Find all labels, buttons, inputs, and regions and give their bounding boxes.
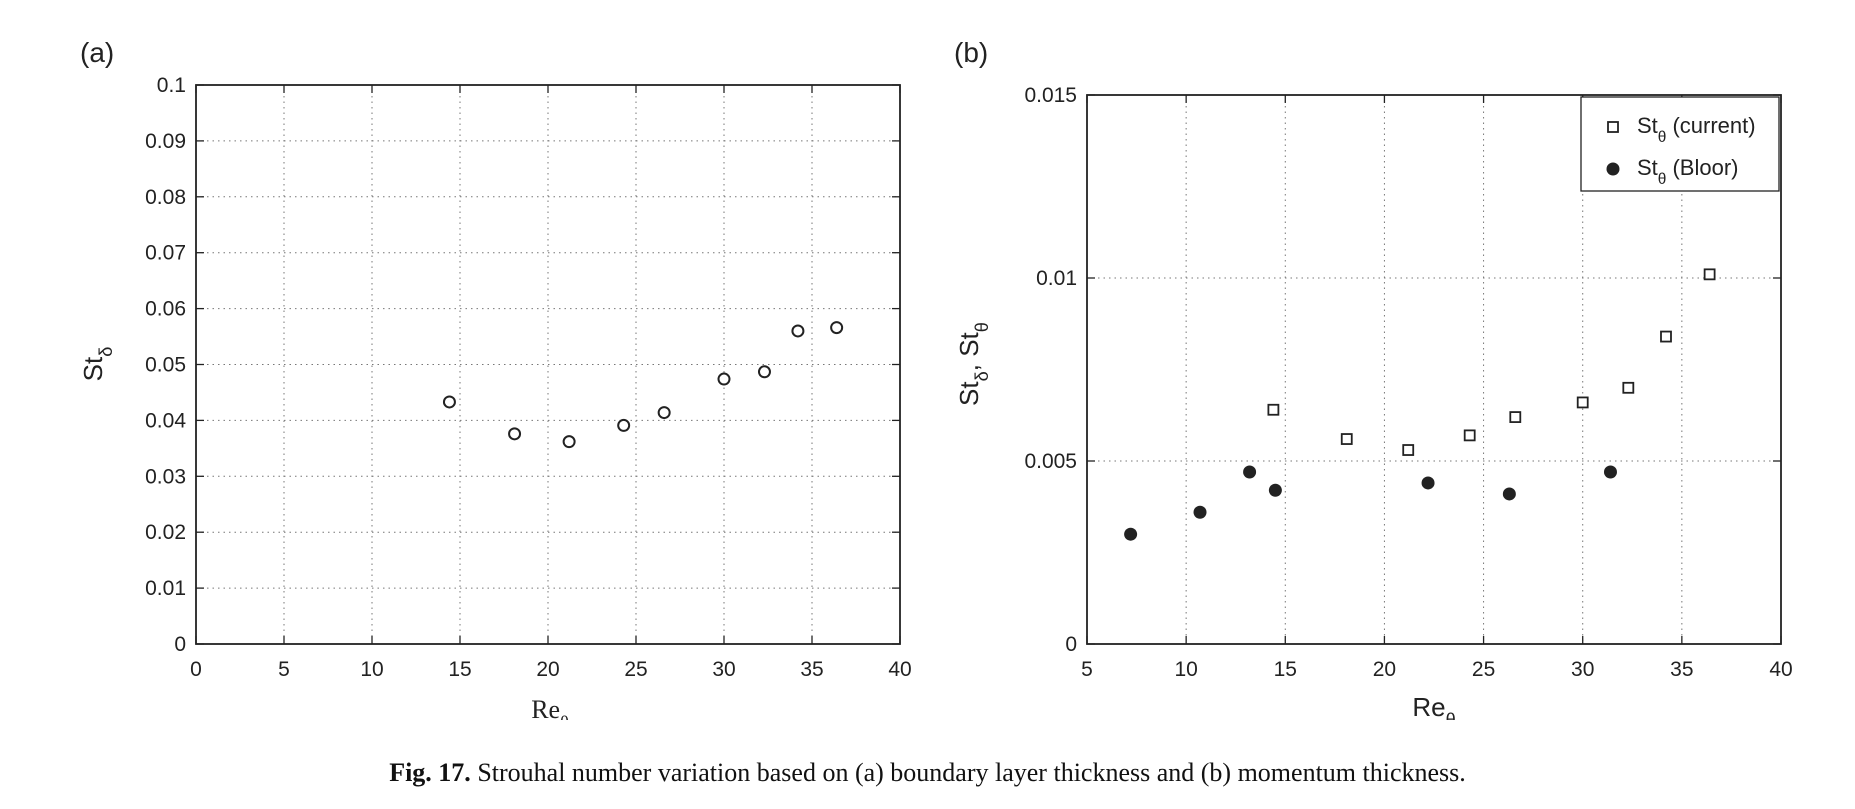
x-tick-label: 0 — [190, 658, 202, 681]
data-point — [617, 418, 631, 432]
y-tick-label: 0.06 — [145, 298, 186, 321]
y-tick-label: 0.1 — [157, 74, 186, 97]
x-tick-label: 10 — [1174, 658, 1197, 681]
y-axis-label: Stδ, Stθ — [954, 322, 992, 406]
y-tick-label: 0 — [174, 633, 186, 656]
data-point — [1268, 483, 1282, 497]
data-point — [1509, 411, 1522, 423]
data-point — [1402, 444, 1415, 456]
x-tick-label: 30 — [1571, 658, 1594, 681]
data-point — [1267, 403, 1280, 416]
data-point — [757, 365, 771, 379]
chart-panel-b: (b) 5 10 15 20 25 30 35 40 0 0.005 0.01 0.015 Reθ Stδ,… — [954, 37, 1793, 720]
x-tick-label: 20 — [1373, 658, 1396, 681]
x-tick-label: 40 — [1769, 658, 1792, 681]
y-tick-label: 0.09 — [145, 130, 186, 153]
y-tick-label: 0.005 — [1024, 450, 1077, 473]
x-tick-label: 20 — [536, 658, 559, 681]
data-point — [562, 435, 576, 449]
x-tick-label: 40 — [888, 658, 911, 681]
y-tick-label: 0.01 — [145, 577, 186, 600]
data-point — [1576, 396, 1589, 409]
x-tick-label: 25 — [624, 658, 647, 681]
data-point — [1463, 429, 1476, 442]
y-tick-label: 0 — [1065, 633, 1077, 656]
legend-entry: Stθ (current) — [1637, 113, 1756, 146]
data-point — [657, 406, 671, 420]
y-tick-label: 0.04 — [145, 409, 186, 432]
x-axis-label: Reθ — [1412, 692, 1455, 720]
panel-label: (b) — [954, 37, 988, 68]
data-point — [1502, 487, 1516, 501]
data-point — [442, 395, 456, 409]
y-tick-label: 0.07 — [145, 242, 186, 265]
y-tick-label: 0.08 — [145, 186, 186, 209]
x-tick-label: 35 — [1670, 658, 1693, 681]
data-point — [791, 324, 805, 338]
figure: (a)0 5 10 15 20 25 30 35 4000.010.020.030.040.05… — [78, 37, 1793, 720]
y-tick-label: 0.02 — [145, 521, 186, 544]
data-point — [1622, 381, 1635, 394]
data-point — [1124, 527, 1138, 541]
data-point — [1421, 476, 1435, 490]
data-point — [717, 372, 731, 386]
x-tick-label: 30 — [712, 658, 735, 681]
plot-frame — [1086, 94, 1782, 645]
y-tick-label: 0.015 — [1024, 84, 1077, 107]
caption-label: Fig. 17. — [389, 758, 471, 787]
legend-marker — [1607, 121, 1619, 133]
y-tick-label: 0.05 — [145, 354, 186, 377]
y-tick-label: 0.03 — [145, 465, 186, 488]
caption-text: Strouhal number variation based on (a) b… — [470, 758, 1466, 787]
data-point — [1193, 505, 1207, 519]
x-axis-label: Reθ — [531, 695, 569, 720]
data-point — [1340, 433, 1353, 445]
legend-marker — [1606, 162, 1620, 176]
x-tick-label: 10 — [360, 658, 383, 681]
data-point — [1660, 330, 1672, 343]
x-tick-label: 15 — [1274, 658, 1297, 681]
y-axis-label: Stδ — [78, 347, 116, 382]
x-tick-label: 25 — [1472, 658, 1495, 681]
data-point — [830, 321, 844, 335]
panel-label: (a) — [80, 37, 114, 68]
data-point — [1603, 465, 1617, 479]
legend: Stθ (current) Stθ (Bloor) — [1580, 96, 1780, 192]
figure-caption: Fig. 17. Strouhal number variation based… — [0, 758, 1855, 788]
x-tick-label: 5 — [278, 658, 290, 681]
data-point — [1243, 465, 1257, 479]
x-tick-label: 15 — [448, 658, 471, 681]
chart-panel-a: (a) 0 5 10 15 20 25 30 35 40 0 0.01 0.02 0.03 0.04 0.05… — [78, 37, 912, 720]
x-tick-label: 5 — [1081, 658, 1093, 681]
x-tick-label: 35 — [800, 658, 823, 681]
y-tick-label: 0.01 — [1036, 267, 1077, 290]
data-point — [1703, 268, 1716, 281]
legend-entry: Stθ (Bloor) — [1637, 155, 1738, 188]
plot-frame — [195, 84, 901, 645]
data-point — [508, 427, 522, 441]
